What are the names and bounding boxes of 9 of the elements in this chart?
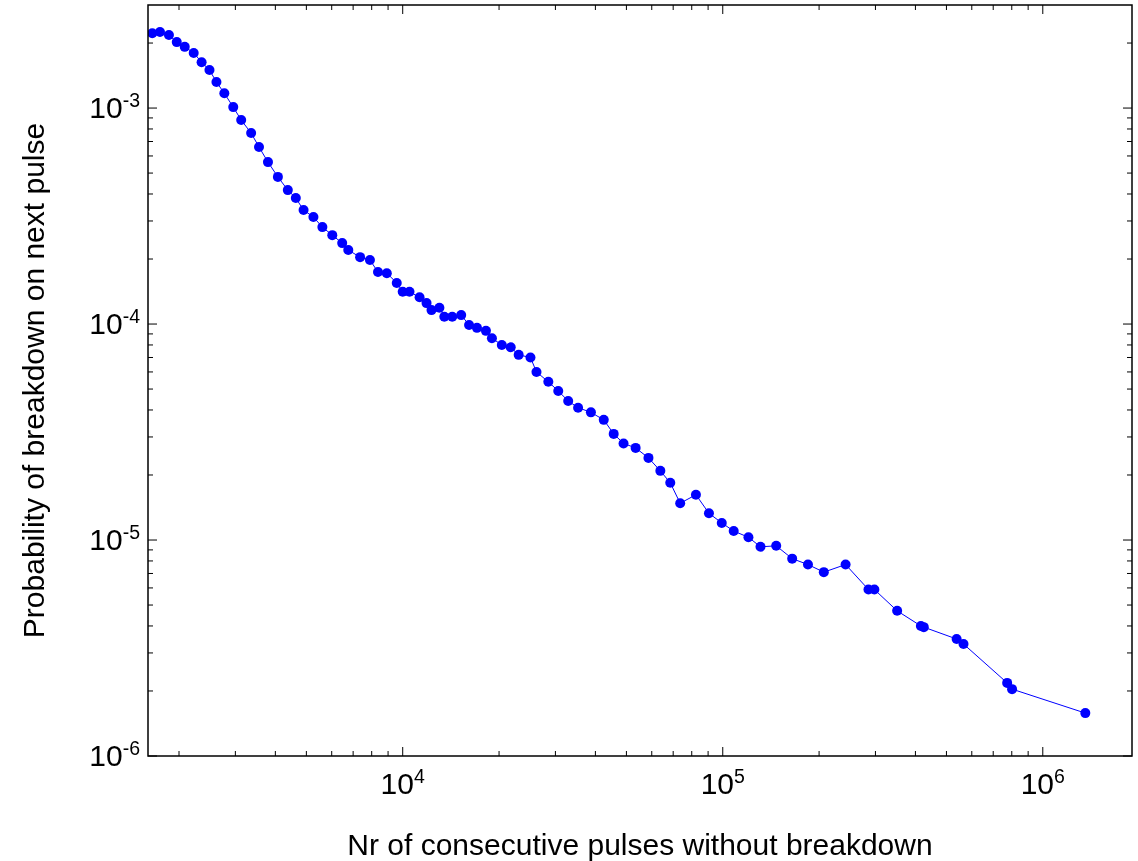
x-tick-label: 10$^{6}$ bbox=[1020, 765, 1065, 800]
y-tick-label: 10$^{-3}$ bbox=[89, 89, 140, 125]
y-axis-title: Probability of breakdown on next pulse bbox=[17, 122, 50, 639]
x-tick-label: 10$^{4}$ bbox=[380, 765, 425, 800]
x-axis-title: Nr of consecutive pulses without breakdown bbox=[347, 828, 933, 861]
y-tick-label: 10$^{-6}$ bbox=[89, 737, 140, 772]
y-tick-label: 10$^{-5}$ bbox=[89, 521, 141, 557]
y-tick-label: 10$^{-4}$ bbox=[89, 305, 141, 341]
x-tick-label: 10$^{5}$ bbox=[700, 765, 746, 800]
